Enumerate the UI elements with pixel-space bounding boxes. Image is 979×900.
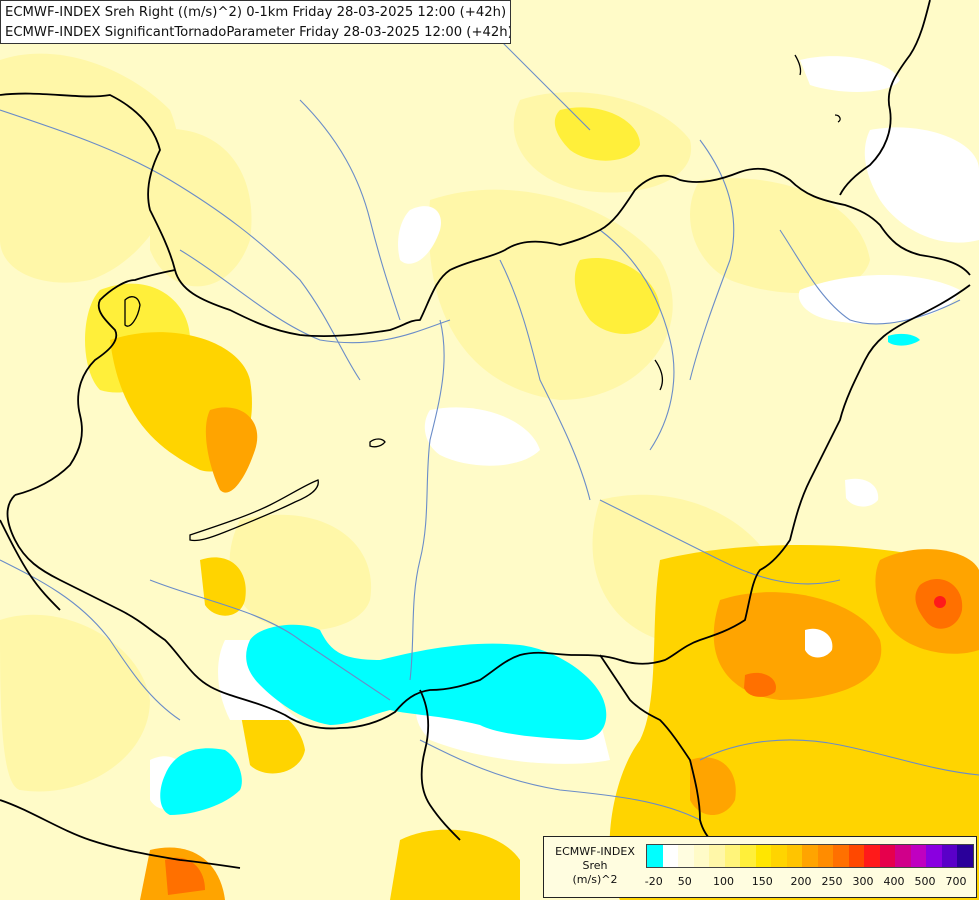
legend-title: ECMWF-INDEX Sreh (m/s)^2	[548, 845, 642, 887]
legend-tick-label: 150	[751, 875, 773, 888]
legend-swatch	[895, 845, 911, 867]
legend-tick-label: 400	[883, 875, 905, 888]
field-red-spot	[934, 596, 946, 608]
legend-swatch	[693, 845, 709, 867]
legend-swatch	[910, 845, 926, 867]
legend-tick-label: 200	[790, 875, 812, 888]
lakes	[124, 54, 841, 542]
legend-tick-label: 700	[945, 875, 967, 888]
legend-swatch	[848, 845, 864, 867]
legend-swatch	[740, 845, 756, 867]
map-title-line-1: ECMWF-INDEX Sreh Right ((m/s)^2) 0-1km F…	[5, 5, 507, 20]
legend-tick-label: -20	[644, 875, 663, 888]
map-title-box: ECMWF-INDEX Sreh Right ((m/s)^2) 0-1km F…	[0, 0, 511, 44]
legend-tick-label: 500	[914, 875, 936, 888]
legend-swatch	[941, 845, 957, 867]
legend-title-line-2: Sreh	[582, 859, 608, 872]
legend-tick-label: 250	[821, 875, 843, 888]
legend-swatch	[833, 845, 849, 867]
legend-swatch	[957, 845, 973, 867]
color-legend: ECMWF-INDEX Sreh (m/s)^2 -20 50 100 150 200 2…	[543, 836, 977, 898]
legend-swatch	[771, 845, 787, 867]
legend-swatch	[926, 845, 942, 867]
legend-swatch	[786, 845, 802, 867]
legend-tick-label: 300	[852, 875, 874, 888]
legend-swatch	[817, 845, 833, 867]
legend-swatch	[802, 845, 818, 867]
legend-title-line-1: ECMWF-INDEX	[555, 845, 635, 858]
legend-swatch	[678, 845, 694, 867]
legend-color-bar	[646, 844, 974, 868]
legend-swatch	[662, 845, 678, 867]
legend-swatch	[647, 845, 663, 867]
legend-swatch	[709, 845, 725, 867]
legend-swatch	[724, 845, 740, 867]
legend-tick-label: 50	[677, 875, 692, 888]
legend-tick-label: 100	[713, 875, 734, 888]
legend-swatch	[879, 845, 895, 867]
legend-title-line-3: (m/s)^2	[572, 873, 618, 886]
legend-swatch	[755, 845, 771, 867]
rivers	[0, 39, 979, 821]
legend-swatch	[864, 845, 880, 867]
field-cyan	[160, 333, 920, 815]
legend-tick-labels: -20 50 100 150 200 250 300 400 500 700	[644, 875, 970, 891]
country-borders	[0, 0, 971, 869]
map-title-line-2: ECMWF-INDEX SignificantTornadoParameter …	[5, 25, 511, 40]
